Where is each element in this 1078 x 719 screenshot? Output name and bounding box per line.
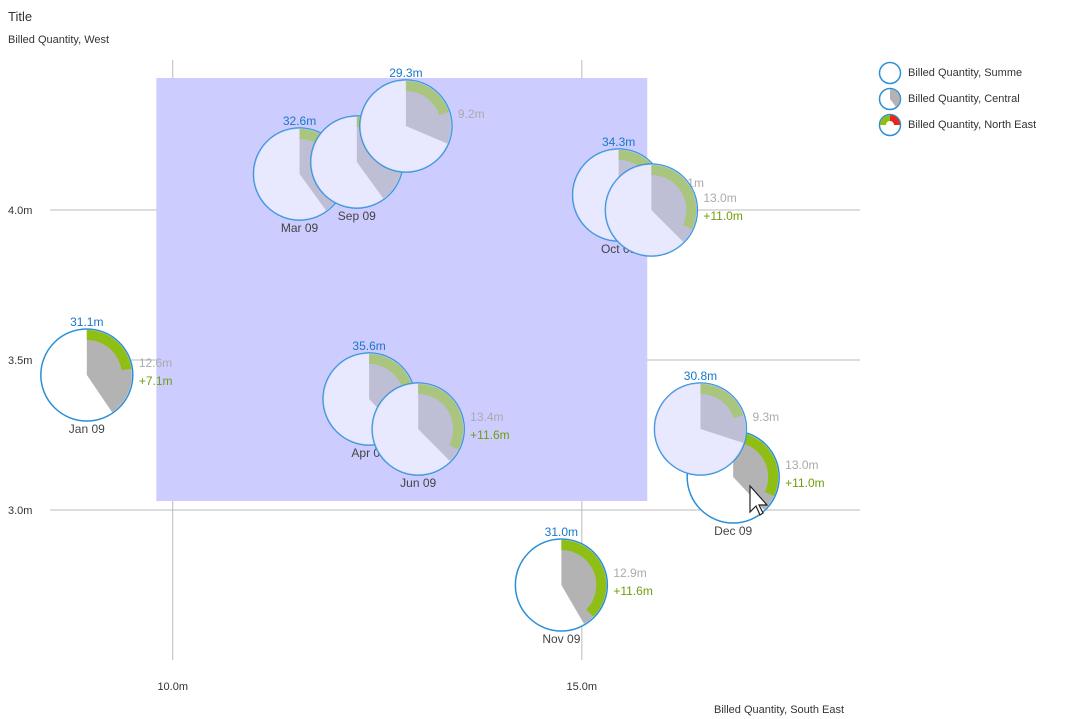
north-east-label: +11.6m: [613, 584, 652, 598]
selection-overlay: [654, 383, 747, 475]
north-east-arc: [733, 432, 779, 497]
selection-overlay: [605, 164, 698, 256]
legend-label: Billed Quantity, North East: [908, 119, 1037, 131]
north-east-arc: [651, 165, 697, 230]
bubble-nov-09[interactable]: 31.0m 12.9m +11.6m Nov 09: [514, 525, 653, 646]
month-label: Mar 09: [281, 221, 319, 235]
legend-item-summe[interactable]: Billed Quantity, Summe: [878, 61, 1036, 85]
summe-label: 34.3m: [602, 135, 635, 149]
north-east-label: +11.0m: [785, 476, 824, 490]
bubble-point-5[interactable]: 13.0m +11.0m: [604, 163, 743, 257]
central-label: 12.9m: [613, 566, 646, 580]
bubble-jan-09[interactable]: 31.1m 12.6m +7.1m Jan 09: [40, 315, 173, 436]
summe-label: 32.6m: [283, 114, 316, 128]
central-label: 13.0m: [703, 191, 736, 205]
x-tick-label: 15.0m: [567, 681, 598, 693]
north-east-label: +11.6m: [470, 428, 509, 442]
selection-overlay: [359, 80, 452, 172]
north-east-label: +7.1m: [139, 374, 173, 388]
summe-label: 31.0m: [545, 525, 578, 539]
pie-icon: [878, 87, 902, 111]
x-tick-label: 10.0m: [157, 681, 188, 693]
legend-item-north-east[interactable]: Billed Quantity, North East: [878, 113, 1037, 137]
summe-label: 30.8m: [684, 369, 717, 383]
month-label: Jan 09: [69, 422, 105, 436]
legend: Billed Quantity, Summe Billed Quantity, …: [878, 61, 1037, 140]
central-wedge: [700, 384, 746, 443]
summe-label: 29.3m: [389, 66, 422, 80]
month-label: Dec 09: [714, 524, 752, 538]
north-east-arc: [418, 384, 464, 450]
month-label: Sep 09: [338, 209, 376, 223]
bubble-layer: 31.1m 12.6m +7.1m Jan 09 32.6m Mar 09 Sep 09 29…: [40, 66, 825, 646]
axis-ticks: 3.0m 3.5m 4.0m 10.0m 15.0m: [8, 205, 597, 693]
selection-overlay: [372, 383, 465, 475]
north-east-arc: [86, 330, 132, 371]
central-label: 13.4m: [470, 410, 503, 424]
arc-icon: [878, 113, 902, 137]
legend-label: Billed Quantity, Central: [908, 93, 1020, 105]
summe-label: 35.6m: [352, 339, 385, 353]
north-east-arc: [561, 540, 607, 617]
y-tick-label: 3.5m: [8, 355, 32, 367]
north-east-arc: [700, 384, 744, 419]
y-axis-label: Billed Quantity, West: [8, 34, 110, 46]
legend-label: Billed Quantity, Summe: [908, 67, 1023, 79]
legend-item-central[interactable]: Billed Quantity, Central: [878, 87, 1036, 111]
y-tick-label: 3.0m: [8, 505, 32, 517]
central-label: 13.0m: [785, 458, 818, 472]
bubble-jun-09[interactable]: 13.4m +11.6m Jun 09: [371, 382, 510, 490]
x-axis-label: Billed Quantity, South East: [714, 704, 845, 716]
bubble-point-9[interactable]: 30.8m 9.3m: [653, 369, 779, 476]
north-east-arc: [405, 81, 449, 116]
central-label: 9.2m: [458, 107, 485, 121]
chart-title: Title: [8, 9, 33, 24]
bubble-point-3[interactable]: 29.3m 9.2m: [359, 66, 485, 173]
summe-label: 31.1m: [70, 315, 103, 329]
month-label: Nov 09: [542, 632, 580, 646]
y-tick-label: 4.0m: [8, 205, 32, 217]
mouse-cursor-icon: [749, 484, 769, 516]
central-label: 9.3m: [752, 410, 779, 424]
central-label: 12.6m: [139, 356, 172, 370]
ring-icon: [878, 61, 902, 85]
north-east-label: +11.0m: [703, 209, 742, 223]
month-label: Jun 09: [400, 476, 436, 490]
